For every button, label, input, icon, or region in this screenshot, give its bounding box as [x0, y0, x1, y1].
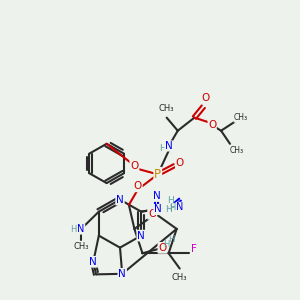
- Text: H: H: [168, 235, 175, 244]
- Text: O: O: [130, 160, 139, 171]
- Text: CH₃: CH₃: [230, 146, 244, 155]
- Text: N: N: [116, 195, 124, 205]
- Text: O: O: [176, 158, 184, 168]
- Text: N: N: [176, 202, 184, 212]
- Text: O: O: [134, 181, 142, 191]
- Text: H: H: [163, 240, 169, 249]
- Text: N: N: [175, 203, 183, 213]
- Text: N: N: [77, 224, 85, 234]
- Text: F: F: [191, 244, 197, 254]
- Text: N: N: [89, 257, 97, 267]
- Text: O: O: [208, 120, 216, 130]
- Text: O: O: [148, 209, 156, 219]
- Text: N: N: [137, 231, 145, 241]
- Text: H: H: [169, 203, 176, 212]
- Text: O: O: [158, 243, 166, 253]
- Text: CH₃: CH₃: [73, 242, 89, 251]
- Text: H: H: [159, 144, 166, 153]
- Text: P: P: [154, 168, 161, 181]
- Text: CH₃: CH₃: [234, 113, 248, 122]
- Text: H: H: [70, 225, 76, 234]
- Text: O: O: [201, 93, 210, 103]
- Text: H: H: [167, 196, 173, 205]
- Text: N: N: [154, 205, 162, 214]
- Text: N: N: [165, 141, 173, 151]
- Text: CH₃: CH₃: [159, 104, 174, 113]
- Text: CH₃: CH₃: [172, 273, 188, 282]
- Text: N: N: [118, 269, 126, 279]
- Text: H: H: [166, 205, 172, 214]
- Text: H: H: [169, 204, 176, 213]
- Text: N: N: [153, 191, 160, 201]
